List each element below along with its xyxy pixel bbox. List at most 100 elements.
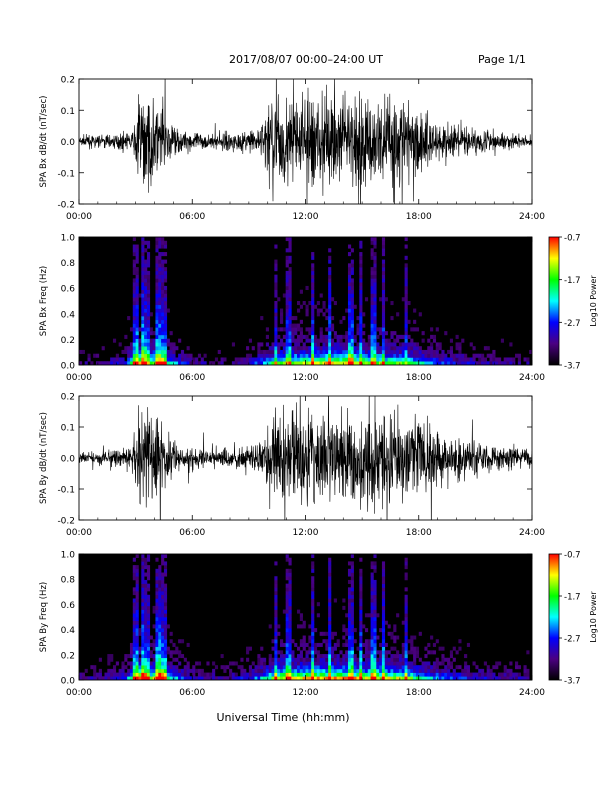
spectrogram-cell: [444, 657, 448, 662]
spectrogram-cell: [163, 252, 168, 257]
spectrogram-cell: [418, 353, 422, 358]
spectrogram-cell: [311, 293, 315, 298]
spectrogram-cell: [274, 342, 278, 347]
spectrogram-cell: [280, 338, 284, 343]
spectrogram-cell: [146, 602, 151, 607]
spectrogram-cell: [288, 650, 292, 655]
spectrogram-cell: [387, 357, 391, 362]
spectrogram-cell: [370, 278, 374, 283]
spectrogram-cell: [129, 676, 134, 680]
spectrogram-cell: [277, 361, 281, 365]
spectrogram-cell: [132, 620, 136, 625]
spectrogram-cell: [291, 668, 295, 673]
spectrogram-cell: [370, 609, 374, 614]
spectrogram-cell: [124, 346, 128, 351]
spectrogram-cell: [274, 583, 278, 588]
spectrogram-cell: [183, 668, 187, 673]
spectrogram-cell: [152, 357, 156, 362]
spectrogram-cell: [421, 349, 425, 354]
spectrogram-cell: [345, 642, 349, 647]
spectrogram-cell: [172, 357, 176, 362]
spectrogram-cell: [271, 349, 275, 354]
spectrogram-cell: [458, 676, 462, 680]
spectrogram-cell: [447, 661, 451, 666]
spectrogram-cell: [163, 353, 168, 358]
spectrogram-cell: [350, 646, 354, 651]
spectrogram-cell: [135, 668, 139, 673]
spectrogram-cell: [308, 639, 312, 644]
spectrogram-cell: [285, 572, 289, 577]
spectrogram-cell: [299, 327, 303, 332]
spectrogram-cell: [458, 346, 462, 351]
spectrogram-cell: [316, 672, 320, 677]
spectrogram-cell: [257, 665, 261, 670]
spectrogram-cell: [373, 646, 377, 651]
spectrogram-cell: [350, 672, 354, 677]
spectrogram-cell: [152, 668, 156, 673]
spectrogram-cell: [512, 357, 516, 362]
spectrogram-cell: [112, 676, 117, 680]
spectrogram-cell: [328, 331, 332, 336]
spectrogram-cell: [144, 346, 148, 351]
spectrogram-cell: [274, 576, 278, 581]
spectrogram-cell: [132, 591, 136, 596]
spectrogram-cell: [141, 568, 145, 573]
spectrogram-cell: [146, 572, 151, 577]
spectrogram-cell: [347, 617, 352, 622]
spectrogram-cell: [158, 591, 162, 596]
spectrogram-cell: [260, 665, 264, 670]
spectrogram-cell: [427, 357, 431, 362]
spectrogram-cell: [129, 672, 134, 677]
spectrogram-cell: [381, 270, 386, 275]
spectrogram-cell: [257, 668, 261, 673]
spectrogram-cell: [155, 285, 159, 290]
spectrogram-cell: [285, 665, 289, 670]
spectrogram-cell: [308, 646, 312, 651]
spectrogram-cell: [155, 672, 159, 677]
spectrogram-cell: [132, 598, 136, 603]
spectrogram-cell: [146, 557, 151, 562]
spectrogram-cell: [404, 557, 408, 562]
spectrogram-cell: [381, 642, 386, 647]
spectrogram-cell: [158, 650, 162, 655]
spectrogram-cell: [503, 361, 507, 365]
spectrogram-cell: [311, 304, 315, 309]
spectrogram-cell: [146, 361, 151, 365]
spectrogram-cell: [481, 668, 485, 673]
spectrogram-cell: [311, 628, 315, 633]
spectrogram-cell: [93, 353, 97, 358]
spectrogram-cell: [155, 661, 159, 666]
spectrogram-cell: [282, 642, 286, 647]
spectrogram-cell: [138, 628, 142, 633]
spectrogram-cell: [379, 361, 383, 365]
spectrogram-cell: [381, 331, 386, 336]
spectrogram-cell: [330, 631, 335, 636]
spectrogram-cell: [413, 635, 417, 640]
spectrogram-cell: [240, 657, 244, 662]
spectrogram-cell: [381, 244, 386, 249]
spectrogram-cell: [421, 361, 425, 365]
spectrogram-cell: [158, 331, 162, 336]
spectrogram-cell: [294, 661, 298, 666]
spectrogram-cell: [483, 661, 487, 666]
spectrogram-cell: [526, 668, 530, 673]
spectrogram-cell: [274, 602, 278, 607]
spectrogram-cell: [311, 252, 315, 257]
spectrogram-cell: [319, 654, 323, 659]
spectrogram-cell: [158, 346, 162, 351]
spectrogram-cell: [410, 665, 414, 670]
y-tick-label: 0.8: [61, 259, 76, 269]
spectrogram-cell: [325, 361, 329, 365]
spectrogram-cell: [410, 349, 414, 354]
spectrogram-cell: [432, 672, 437, 677]
spectrogram-cell: [135, 676, 139, 680]
spectrogram-cell: [155, 248, 159, 253]
spectrogram-cell: [274, 609, 278, 614]
spectrogram-cell: [180, 654, 185, 659]
spectrogram-cell: [285, 605, 289, 610]
spectrogram-cell: [308, 346, 312, 351]
spectrogram-cell: [359, 278, 363, 283]
spectrogram-cell: [413, 665, 417, 670]
spectrogram-cell: [285, 342, 289, 347]
spectrogram-cell: [299, 668, 303, 673]
